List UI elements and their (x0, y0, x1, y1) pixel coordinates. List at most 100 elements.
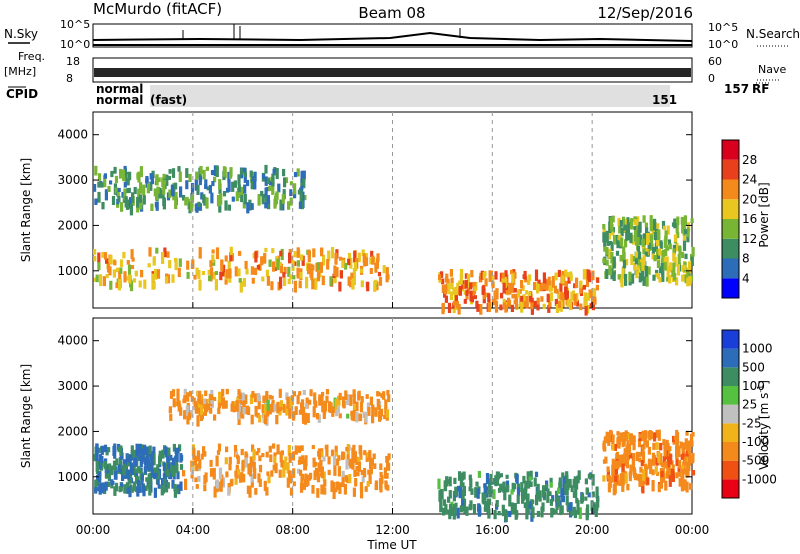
data-cell (514, 298, 519, 310)
data-cell (309, 263, 313, 274)
data-cell (474, 487, 478, 498)
data-cell (672, 252, 676, 262)
data-cell (622, 259, 627, 269)
data-cell (651, 252, 655, 260)
data-cell (335, 267, 339, 278)
data-cell (642, 276, 646, 286)
data-cell (238, 278, 242, 283)
data-cell (459, 475, 463, 488)
data-cell (277, 183, 281, 193)
data-cell (311, 264, 315, 271)
data-cell (270, 470, 274, 477)
data-cell (129, 204, 133, 216)
data-cell (232, 402, 236, 413)
data-cell (196, 184, 200, 195)
data-cell (549, 482, 553, 488)
data-cell (186, 271, 190, 279)
data-cell (283, 277, 287, 286)
data-cell (641, 469, 646, 481)
freq-nave-panel: Freq. [MHz] 18 8 Nave 60 0 (4, 50, 786, 85)
data-cell (174, 191, 178, 199)
data-cell (619, 432, 623, 442)
data-cell (636, 265, 640, 275)
data-cell (152, 453, 156, 466)
data-cell (176, 398, 180, 407)
range-tick-label: 4000 (57, 334, 88, 348)
data-cell (647, 266, 651, 275)
data-cell (653, 231, 657, 240)
data-cell (641, 430, 645, 442)
data-cell (579, 303, 583, 311)
data-cell (139, 198, 143, 210)
velocity-time-gridlines (92, 318, 693, 514)
data-cell (637, 256, 641, 269)
data-cell (528, 291, 532, 296)
data-cell (214, 271, 218, 275)
data-cell (487, 293, 491, 303)
data-cell (668, 274, 672, 284)
data-cell (643, 439, 647, 445)
data-cell (641, 482, 645, 494)
data-cell (680, 481, 684, 492)
data-cell (624, 473, 628, 484)
data-cell (204, 390, 208, 397)
data-cell (384, 407, 388, 415)
data-cell (319, 472, 323, 477)
data-cell (287, 266, 291, 277)
data-cell (378, 276, 383, 286)
data-cell (495, 500, 499, 507)
data-cell (585, 278, 590, 288)
data-cell (343, 484, 347, 495)
data-cell (300, 475, 304, 487)
data-cell (126, 276, 130, 281)
data-cell (337, 484, 341, 489)
velocity-title-main: Velocity [m s (757, 393, 771, 470)
data-cell (126, 188, 130, 194)
range-tick-label: 3000 (57, 379, 88, 393)
data-cell (545, 286, 549, 291)
data-cell (333, 265, 337, 277)
data-cell (220, 474, 224, 486)
data-cell (194, 403, 198, 414)
data-cell (237, 469, 241, 475)
data-cell (606, 466, 610, 473)
data-cell (138, 194, 143, 203)
data-cell (322, 471, 326, 481)
data-cell (316, 271, 321, 282)
data-cell (182, 194, 186, 201)
data-cell (671, 270, 675, 278)
data-cell (268, 445, 272, 453)
data-cell (664, 461, 668, 468)
data-cell (477, 509, 481, 517)
data-cell (161, 449, 165, 459)
data-cell (93, 277, 97, 282)
data-cell (516, 487, 521, 497)
data-cell (361, 249, 365, 257)
cpid-entry-2: normal (96, 93, 143, 107)
data-cell (504, 510, 508, 522)
data-cell (624, 239, 628, 248)
data-cell (123, 466, 127, 472)
data-cell (325, 395, 329, 403)
data-cell (269, 454, 273, 463)
data-cell (686, 227, 690, 237)
data-cell (168, 169, 172, 174)
data-cell (94, 479, 98, 492)
data-cell (506, 484, 510, 493)
data-cell (555, 505, 559, 510)
data-cell (255, 451, 259, 456)
data-cell (631, 234, 635, 245)
data-cell (97, 252, 101, 263)
data-cell (121, 470, 125, 481)
data-cell (320, 451, 324, 457)
cpid-row: CPID RF normal normal (fast) 151 157 (6, 82, 770, 107)
data-cell (215, 165, 219, 177)
data-cell (185, 168, 189, 178)
data-cell (657, 254, 661, 259)
data-cell (334, 399, 338, 410)
data-cell (345, 459, 349, 470)
data-cell (112, 269, 116, 278)
data-cell (476, 304, 480, 312)
data-cell (152, 257, 156, 266)
data-cell (222, 191, 227, 197)
